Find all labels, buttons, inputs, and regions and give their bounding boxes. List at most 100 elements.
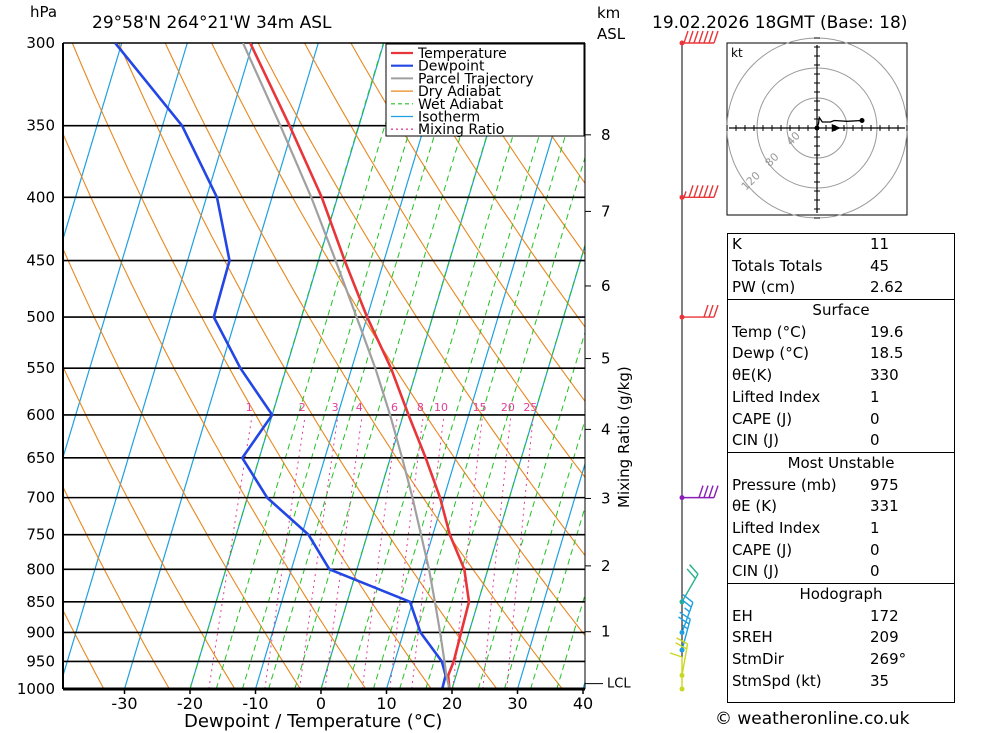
temp-tick-label: 40 bbox=[573, 694, 593, 713]
wind-barb bbox=[679, 304, 719, 320]
pressure-tick-label: 400 bbox=[26, 188, 55, 206]
km-tick-label: 8 bbox=[601, 126, 611, 144]
hodograph-unit-label: kt bbox=[731, 46, 743, 60]
mixing-ratio-label: 20 bbox=[501, 401, 515, 414]
dry-adiabat-line bbox=[63, 485, 170, 689]
pressure-tick-label: 1000 bbox=[17, 680, 55, 698]
mixing-ratio-label: 6 bbox=[391, 401, 398, 414]
km-tick-label: 7 bbox=[601, 202, 611, 220]
mixing-ratio-labels: 1 2 3 4 6 8 10 15 20 25 bbox=[246, 401, 538, 414]
temp-tick-label: 0 bbox=[316, 694, 326, 713]
wind-barb bbox=[679, 30, 719, 46]
temp-tick-label: -30 bbox=[111, 694, 137, 713]
parcel-trajectory-curve bbox=[241, 43, 451, 689]
dewpoint-curve bbox=[114, 43, 447, 689]
storm-motion-marker bbox=[831, 124, 841, 132]
dry-adiabat-line bbox=[303, 43, 585, 479]
wet-adiabat-line bbox=[372, 43, 568, 689]
hodograph-section: Hodograph EH 172 SREH 209 StmDir 269° StmSp… bbox=[728, 583, 954, 692]
isotherm-line bbox=[63, 43, 254, 678]
pressure-unit: hPa bbox=[30, 3, 57, 21]
dry-adiabat-line bbox=[396, 43, 585, 328]
wind-barb bbox=[679, 485, 719, 501]
hodograph-trace bbox=[816, 115, 863, 129]
pressure-tick-label: 750 bbox=[26, 526, 55, 544]
mu-row-pressure: Pressure (mb) 975 bbox=[732, 475, 899, 494]
km-tick-label: 4 bbox=[601, 420, 611, 438]
temp-tick-label: 10 bbox=[376, 694, 396, 713]
mixing-ratio-label: 1 bbox=[246, 401, 253, 414]
km-tick-label: 5 bbox=[601, 350, 611, 368]
asl-label: ASL bbox=[597, 25, 626, 43]
surface-row-dewp: Dewp (°C) 18.5 bbox=[732, 344, 904, 363]
mixing-ratio-line bbox=[324, 414, 363, 689]
surface-row-temp: Temp (°C) 19.6 bbox=[732, 322, 904, 341]
wind-barb bbox=[669, 652, 685, 692]
wet-adiabat-line bbox=[294, 43, 489, 689]
km-tick-label: 2 bbox=[601, 557, 611, 575]
datetime-title: 19.02.2026 18GMT (Base: 18) bbox=[652, 13, 907, 33]
dry-adiabat-line bbox=[71, 43, 432, 689]
isotherm-line bbox=[63, 43, 188, 460]
mu-row-theta-e: θE (K) 331 bbox=[732, 497, 899, 516]
sounding-curves bbox=[114, 43, 471, 689]
pressure-tick-label: 450 bbox=[26, 252, 55, 270]
wind-barbs bbox=[669, 30, 719, 692]
hodo-row-stmdir: StmDir 269° bbox=[732, 650, 907, 669]
dry-adiabat-line bbox=[63, 365, 236, 689]
wet-adiabat-line bbox=[556, 593, 585, 689]
mu-row-cin: CIN (J) 0 bbox=[732, 562, 880, 581]
surface-title: Surface bbox=[812, 301, 870, 320]
legend-label: Parcel Trajectory bbox=[418, 71, 534, 87]
pressure-tick-label: 650 bbox=[26, 449, 55, 467]
mixing-ratio-label: 10 bbox=[434, 401, 448, 414]
indices-top-section: K 11 Totals Totals 45 PW (cm) 2.62 bbox=[728, 234, 954, 299]
pressure-tick-label: 550 bbox=[26, 359, 55, 377]
wet-adiabat-line bbox=[477, 330, 585, 689]
isotherm-line bbox=[123, 43, 319, 689]
mixing-ratio-label: 4 bbox=[356, 401, 363, 414]
km-tick-label: 1 bbox=[601, 623, 611, 641]
copyright-footer[interactable]: © weatheronline.co.uk bbox=[715, 709, 910, 729]
temp-tick-label: 20 bbox=[442, 694, 462, 713]
temperature-curve bbox=[249, 43, 471, 689]
dry-adiabat-line bbox=[63, 609, 105, 689]
dry-adiabat-line bbox=[118, 43, 498, 689]
dry-adiabat-line bbox=[210, 43, 585, 637]
pressure-tick-label: 300 bbox=[26, 34, 55, 52]
pressure-tick-label: 700 bbox=[26, 489, 55, 507]
mixing-ratio-label: 15 bbox=[473, 401, 487, 414]
legend-label: Mixing Ratio bbox=[418, 122, 504, 138]
legend-label: Dewpoint bbox=[418, 59, 485, 75]
dry-adiabat-line bbox=[63, 132, 367, 689]
temp-tick-label: 30 bbox=[507, 694, 527, 713]
surface-row-cape: CAPE (J) 0 bbox=[732, 409, 880, 428]
mixing-ratio-label: 3 bbox=[332, 401, 339, 414]
pressure-tick-label: 600 bbox=[26, 406, 55, 424]
dry-adiabat-line bbox=[443, 43, 585, 256]
mixing-ratio-label: 2 bbox=[299, 401, 306, 414]
pressure-tick-label: 350 bbox=[26, 117, 55, 135]
hodograph-end bbox=[859, 118, 865, 123]
mu-row-cape: CAPE (J) 0 bbox=[732, 540, 880, 559]
mixing-ratio-line bbox=[208, 414, 253, 689]
wind-barb bbox=[679, 593, 694, 635]
lcl-label: LCL bbox=[607, 677, 631, 692]
mixing-ratio-label: 25 bbox=[523, 401, 537, 414]
isotherm-line bbox=[385, 43, 581, 689]
x-axis-label: Dewpoint / Temperature (°C) bbox=[184, 711, 442, 732]
mixing-ratio-line bbox=[264, 414, 306, 689]
most-unstable-title: Most Unstable bbox=[787, 453, 895, 472]
hodo-row-eh: EH 172 bbox=[732, 606, 899, 625]
most-unstable-section: Most Unstable Pressure (mb) 975 θE (K) 331… bbox=[728, 451, 954, 583]
pressure-tick-label: 950 bbox=[26, 652, 55, 670]
isotherm-line bbox=[516, 461, 585, 689]
mixing-ratio-axis-label: Mixing Ratio (g/kg) bbox=[615, 366, 633, 508]
legend-label: Temperature bbox=[417, 46, 507, 62]
mixing-ratio-label: 8 bbox=[417, 401, 424, 414]
index-row-pw: PW (cm) 2.62 bbox=[732, 278, 904, 297]
isotherm-line bbox=[63, 43, 123, 242]
